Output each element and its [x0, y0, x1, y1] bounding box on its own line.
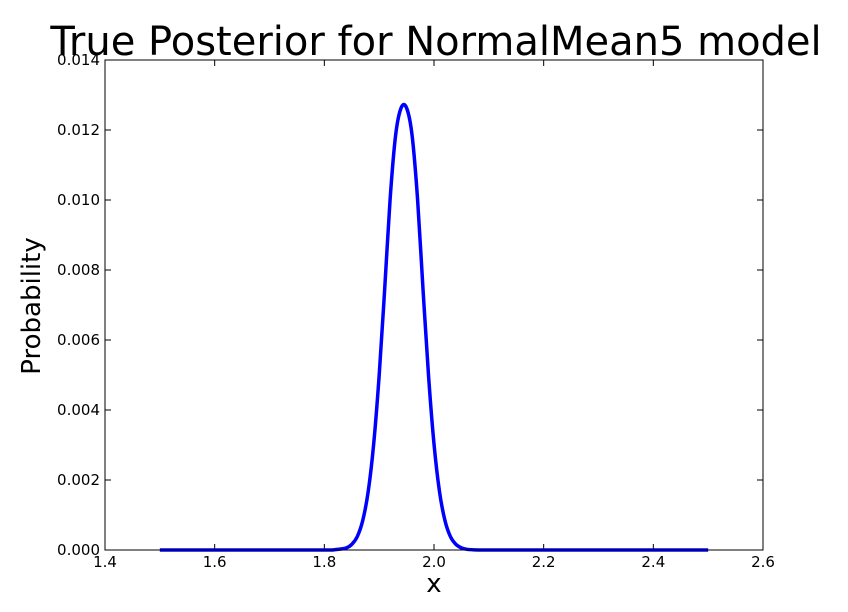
y-tick-label: 0.008 — [57, 261, 100, 279]
y-tick-label: 0.012 — [57, 121, 100, 139]
y-axis-label: Probability — [17, 237, 47, 374]
plot-area — [105, 60, 763, 550]
x-tick-label: 1.8 — [312, 553, 336, 571]
y-tick-label: 0.004 — [57, 401, 100, 419]
y-tick-label: 0.014 — [57, 51, 100, 69]
x-tick-label: 2.2 — [532, 553, 556, 571]
y-tick-label: 0.010 — [57, 191, 100, 209]
x-axis-label: x — [426, 569, 441, 599]
x-tick-label: 1.6 — [203, 553, 227, 571]
y-tick-label: 0.002 — [57, 471, 100, 489]
y-tick-label: 0.000 — [57, 541, 100, 559]
x-tick-label: 2.6 — [751, 553, 775, 571]
x-tick-label: 2.0 — [422, 553, 446, 571]
chart-title: True Posterior for NormalMean5 model — [49, 19, 821, 65]
x-tick-label: 2.4 — [641, 553, 665, 571]
x-tick-label: 1.4 — [93, 553, 117, 571]
plot-frame — [104, 59, 764, 551]
y-tick-label: 0.006 — [57, 331, 100, 349]
